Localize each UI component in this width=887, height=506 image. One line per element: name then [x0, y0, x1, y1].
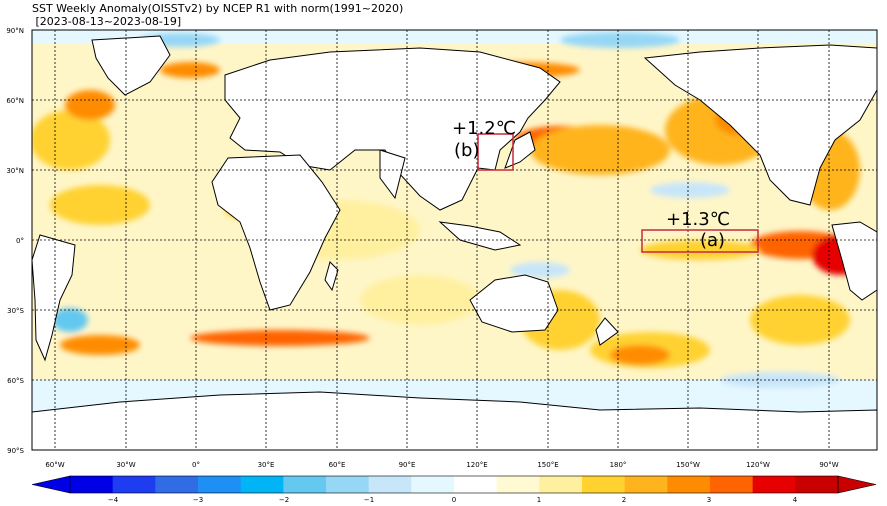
colorbar-segment	[710, 476, 754, 493]
north-america	[643, 44, 877, 206]
lon-label: 120°E	[466, 461, 487, 469]
region-a-label: (a)	[700, 230, 725, 251]
eurasia	[224, 47, 561, 211]
colorbar-segment	[70, 476, 114, 493]
anomaly-blobs	[32, 32, 868, 388]
sst-field	[32, 30, 877, 450]
colorbar-tick: 3	[707, 496, 711, 504]
colorbar-segment	[240, 476, 284, 493]
colorbar-segment	[624, 476, 668, 493]
colorbar-segment	[752, 476, 796, 493]
south-america-east	[831, 221, 877, 301]
lon-label: 30°W	[116, 461, 135, 469]
colorbar-tick: 4	[793, 496, 798, 504]
colorbar-tick: −1	[364, 496, 374, 504]
lon-label: 0°	[192, 461, 200, 469]
colorbar-tick-labels: −4 −3 −2 −1 0 1 2 3 4	[108, 496, 798, 504]
south-america	[32, 234, 76, 362]
colorbar	[31, 475, 877, 494]
lon-label: 120°W	[746, 461, 770, 469]
colorbar-right-arrow	[837, 475, 877, 494]
lon-label: 90°W	[819, 461, 838, 469]
region-a-value: +1.3℃	[666, 209, 730, 230]
colorbar-segment	[539, 476, 583, 493]
lon-label: 90°E	[399, 461, 416, 469]
graticule	[32, 30, 877, 450]
lat-label: 0°	[16, 237, 24, 245]
antarctica	[32, 391, 877, 450]
africa	[211, 154, 341, 311]
colorbar-tick: 1	[537, 496, 541, 504]
lat-label: 30°N	[6, 167, 24, 175]
lat-label: 90°S	[7, 447, 24, 455]
map-title: SST Weekly Anomaly(OISSTv2) by NCEP R1 w…	[32, 2, 403, 28]
region-a-box	[641, 229, 759, 253]
new-zealand	[595, 317, 619, 346]
colorbar-segment	[368, 476, 412, 493]
greenland	[91, 35, 171, 96]
colorbar-tick: 2	[622, 496, 626, 504]
colorbar-left-arrow	[31, 475, 71, 494]
colorbar-segment	[582, 476, 626, 493]
lon-label: 180°	[610, 461, 627, 469]
colorbar-segment	[198, 476, 242, 493]
title-line-1: SST Weekly Anomaly(OISSTv2) by NCEP R1 w…	[32, 2, 404, 15]
colorbar-segment	[667, 476, 711, 493]
colorbar-segment	[112, 476, 156, 493]
lon-label: 60°W	[45, 461, 64, 469]
colorbar-segment	[795, 476, 839, 493]
colorbar-tick: 0	[452, 496, 456, 504]
title-line-2: [2023-08-13~2023-08-19]	[32, 15, 182, 28]
colorbar-segment	[326, 476, 370, 493]
lon-label: 30°E	[258, 461, 275, 469]
lat-label: 60°S	[7, 377, 24, 385]
colorbar-segment	[496, 476, 540, 493]
region-b-label: (b)	[454, 140, 479, 161]
lon-label: 60°E	[329, 461, 346, 469]
lat-label: 60°N	[6, 97, 24, 105]
lat-label: 30°S	[7, 307, 24, 315]
lat-label: 90°N	[6, 27, 24, 35]
lon-label: 150°E	[537, 461, 558, 469]
colorbar-tick: −2	[279, 496, 289, 504]
region-b-box	[477, 133, 514, 171]
colorbar-segment	[155, 476, 199, 493]
lon-label: 150°W	[676, 461, 700, 469]
longitude-labels: 60°W 30°W 0° 30°E 60°E 90°E 120°E 150°E …	[45, 461, 838, 469]
map-frame	[31, 29, 878, 451]
madagascar	[324, 261, 339, 292]
region-b-value: +1.2℃	[452, 118, 516, 139]
colorbar-segment	[283, 476, 327, 493]
colorbar-segment	[454, 476, 498, 493]
india	[379, 149, 406, 200]
colorbar-tick: −3	[193, 496, 203, 504]
latitude-labels: 90°N 60°N 30°N 0° 30°S 60°S 90°S	[6, 27, 24, 455]
colorbar-tick: −4	[108, 496, 119, 504]
colorbar-segment	[411, 476, 455, 493]
land-masses	[32, 35, 877, 450]
colorbar-frame	[69, 475, 839, 494]
